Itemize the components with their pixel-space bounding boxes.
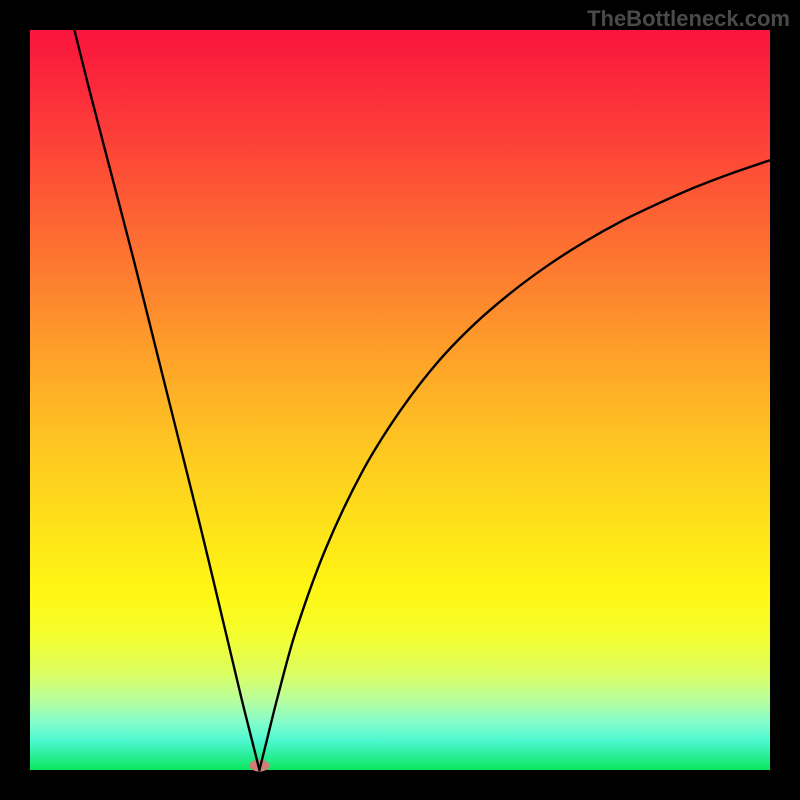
watermark: TheBottleneck.com [587, 6, 790, 32]
bottleneck-chart: TheBottleneck.com [0, 0, 800, 800]
chart-svg [0, 0, 800, 800]
